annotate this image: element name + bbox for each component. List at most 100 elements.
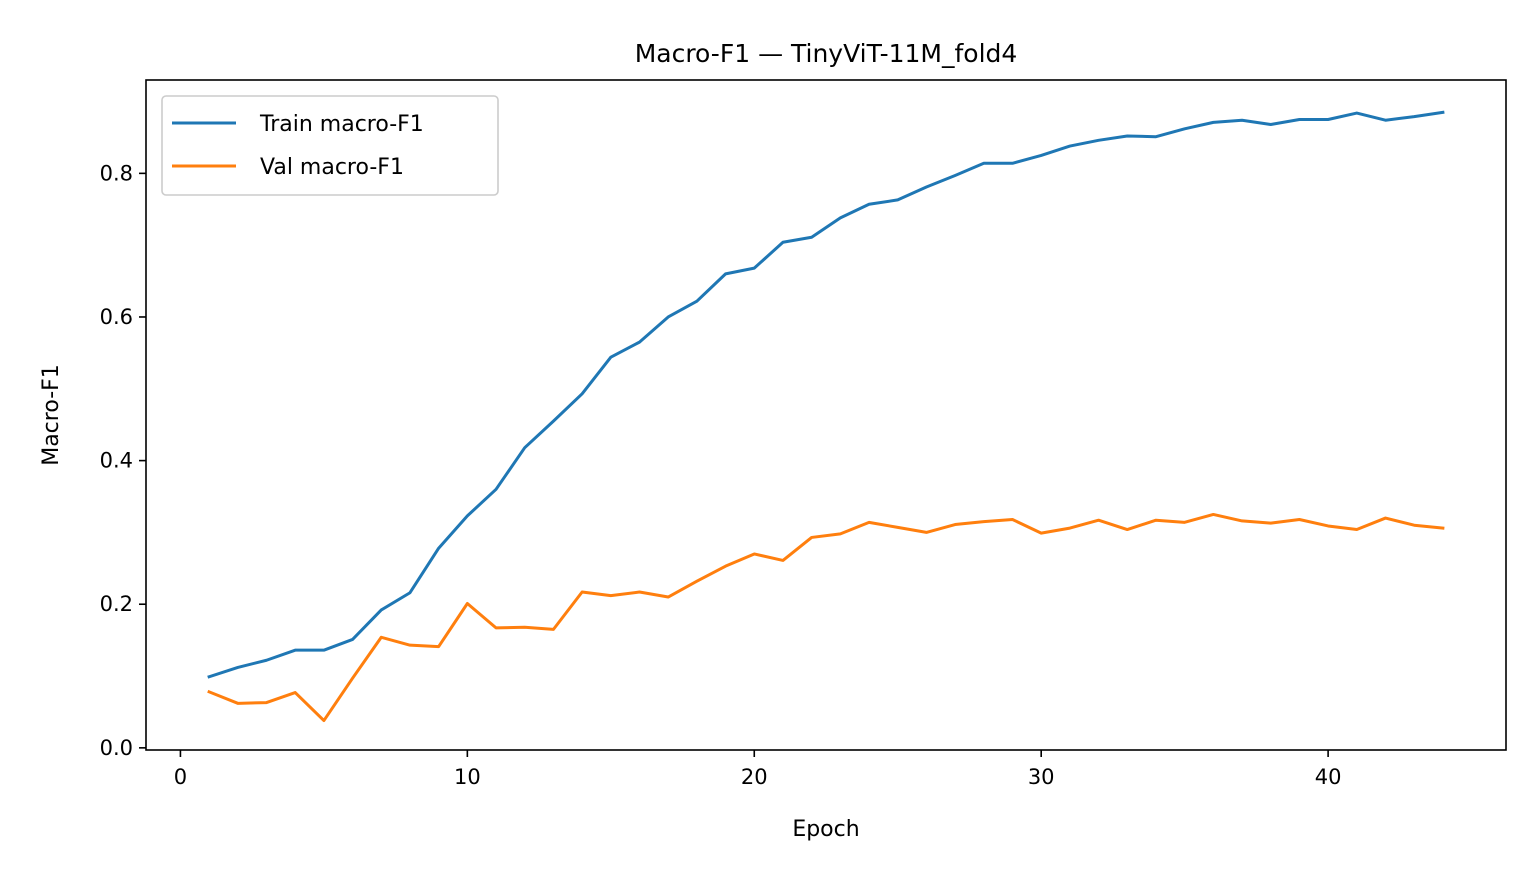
- data-point-val: [551, 627, 555, 631]
- y-tick-label: 0.6: [100, 305, 133, 329]
- data-point-val: [1297, 517, 1301, 521]
- data-point-train: [265, 658, 269, 662]
- data-point-val: [1125, 528, 1129, 532]
- data-point-train: [551, 419, 555, 423]
- data-point-val: [1068, 526, 1072, 530]
- data-point-train: [236, 665, 240, 669]
- data-point-train: [1154, 135, 1158, 139]
- data-point-train: [437, 546, 441, 550]
- data-point-train: [1297, 118, 1301, 122]
- data-point-train: [1269, 123, 1273, 127]
- data-point-train: [1039, 153, 1043, 157]
- data-point-val: [953, 523, 957, 527]
- data-point-train: [638, 340, 642, 344]
- data-point-val: [896, 525, 900, 529]
- data-point-train: [666, 315, 670, 319]
- data-point-train: [867, 202, 871, 206]
- data-point-val: [1326, 524, 1330, 528]
- data-point-val: [265, 701, 269, 705]
- data-point-val: [293, 691, 297, 695]
- y-tick-label: 0.2: [100, 592, 133, 616]
- data-point-val: [408, 643, 412, 647]
- data-point-train: [982, 161, 986, 165]
- data-point-train: [896, 198, 900, 202]
- data-point-val: [1211, 512, 1215, 516]
- series-layer: [207, 110, 1445, 723]
- data-point-train: [724, 272, 728, 276]
- data-point-val: [351, 676, 355, 680]
- data-point-train: [379, 608, 383, 612]
- data-point-val: [1154, 518, 1158, 522]
- legend-box: [161, 95, 499, 196]
- data-point-val: [1355, 528, 1359, 532]
- data-point-val: [924, 530, 928, 534]
- data-point-train: [580, 392, 584, 396]
- data-point-val: [322, 719, 326, 723]
- data-point-train: [1326, 118, 1330, 122]
- data-point-train: [1183, 127, 1187, 131]
- data-point-train: [1355, 111, 1359, 115]
- data-point-train: [810, 235, 814, 239]
- data-point-val: [207, 690, 211, 694]
- data-point-val: [1412, 523, 1416, 527]
- data-point-train: [838, 216, 842, 220]
- data-point-train: [408, 591, 412, 595]
- data-point-val: [781, 558, 785, 562]
- data-point-val: [1269, 521, 1273, 525]
- data-point-train: [1097, 138, 1101, 142]
- data-point-val: [666, 595, 670, 599]
- data-point-val: [236, 701, 240, 705]
- data-point-train: [609, 355, 613, 359]
- data-point-val: [1441, 526, 1445, 530]
- data-point-val: [465, 602, 469, 606]
- series-line-train: [207, 110, 1445, 679]
- x-tick-label: 10: [454, 765, 481, 789]
- data-point-val: [1097, 518, 1101, 522]
- data-point-val: [609, 594, 613, 598]
- data-point-train: [781, 240, 785, 244]
- data-point-train: [465, 514, 469, 518]
- data-point-train: [953, 174, 957, 178]
- data-point-train: [924, 185, 928, 189]
- data-point-val: [379, 635, 383, 639]
- x-axis-ticks: 0 10 20 30 40: [174, 750, 1341, 789]
- legend: Train macro-F1 Val macro-F1: [161, 95, 499, 196]
- x-axis-label: Epoch: [792, 817, 859, 842]
- data-point-val: [1039, 531, 1043, 535]
- chart-title: Macro-F1 — TinyViT-11M_fold4: [635, 39, 1018, 68]
- data-point-val: [1183, 520, 1187, 524]
- legend-label-val: Val macro-F1: [260, 155, 404, 180]
- data-point-train: [322, 648, 326, 652]
- data-point-train: [1240, 118, 1244, 122]
- data-point-val: [638, 590, 642, 594]
- data-point-val: [724, 564, 728, 568]
- data-point-val: [437, 645, 441, 649]
- data-point-val: [752, 552, 756, 556]
- data-point-train: [695, 299, 699, 303]
- data-point-val: [1383, 516, 1387, 520]
- data-point-val: [523, 625, 527, 629]
- data-point-train: [752, 266, 756, 270]
- data-point-train: [1211, 120, 1215, 124]
- data-point-val: [494, 626, 498, 630]
- data-point-val: [838, 532, 842, 536]
- data-point-train: [351, 637, 355, 641]
- data-point-train: [1068, 144, 1072, 148]
- data-point-val: [1240, 519, 1244, 523]
- data-point-train: [1125, 134, 1129, 138]
- data-point-train: [1412, 115, 1416, 119]
- x-tick-label: 30: [1028, 765, 1055, 789]
- x-tick-label: 20: [741, 765, 768, 789]
- data-point-val: [580, 590, 584, 594]
- y-tick-label: 0.4: [100, 449, 133, 473]
- data-point-val: [695, 579, 699, 583]
- y-axis-label: Macro-F1: [39, 364, 64, 466]
- x-tick-label: 0: [174, 765, 187, 789]
- series-line-val: [207, 512, 1445, 723]
- data-point-train: [1011, 161, 1015, 165]
- data-point-val: [867, 520, 871, 524]
- y-tick-label: 0.0: [100, 736, 133, 760]
- y-axis-ticks: 0.0 0.2 0.4 0.6 0.8: [100, 161, 146, 760]
- data-point-val: [1011, 517, 1015, 521]
- y-tick-label: 0.8: [100, 161, 133, 185]
